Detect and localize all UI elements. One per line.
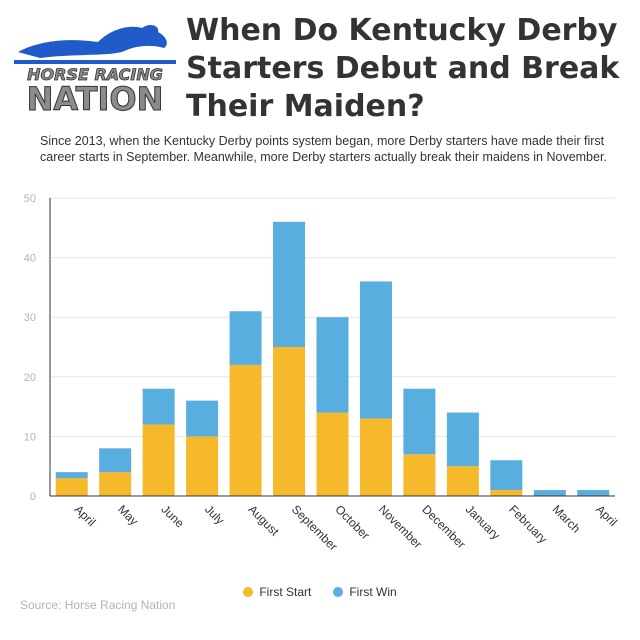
x-tick-label: July [202,502,227,527]
legend-item-first-start[interactable]: First Start [243,585,311,599]
y-tick-label: 0 [30,491,36,503]
bar-first-win[interactable] [99,448,132,473]
bar-first-start[interactable] [99,472,132,496]
legend-item-first-win[interactable]: First Win [333,585,397,599]
bar-first-win[interactable] [186,400,219,437]
horse-racing-nation-logo: HORSE RACING NATION [14,25,176,118]
bar-first-win[interactable] [142,388,175,425]
horse-silhouette-icon [18,25,167,58]
bar-first-start[interactable] [403,454,436,496]
bar-first-start[interactable] [446,466,479,496]
bar-first-win[interactable] [55,472,88,479]
x-tick-label: September [289,502,340,553]
bar-first-start[interactable] [316,412,349,496]
legend-label-first-win: First Win [349,585,397,599]
y-tick-label: 20 [24,372,36,384]
bar-first-start[interactable] [186,436,219,496]
logo-text-line2: NATION [27,80,164,118]
bar-first-win[interactable] [533,490,566,496]
x-tick-label: April [72,502,99,529]
legend-label-first-start: First Start [259,585,312,599]
x-tick-label: June [159,502,188,531]
chart-subtitle: Since 2013, when the Kentucky Derby poin… [40,134,607,164]
bar-first-start[interactable] [55,478,88,496]
bar-first-win[interactable] [229,311,262,365]
bar-first-start[interactable] [229,364,262,496]
bar-first-win[interactable] [446,412,479,467]
x-tick-label: April [593,502,620,529]
bar-first-win[interactable] [490,460,523,491]
x-tick-label: January [463,502,503,542]
legend: First Start First Win [0,585,640,599]
x-tick-label: August [245,502,282,539]
bars [55,221,610,496]
legend-swatch-first-start [243,587,254,597]
x-tick-label: October [332,502,372,542]
x-tick-label: December [419,502,468,551]
x-tick-label: March [550,502,583,535]
x-tick-label: February [506,502,550,546]
bar-first-win[interactable] [359,281,392,419]
bar-first-win[interactable] [577,490,610,496]
x-tick-label: November [376,502,425,551]
bar-first-win[interactable] [273,221,306,347]
y-tick-label: 10 [24,431,36,443]
legend-swatch-first-win [333,587,344,597]
y-tick-label: 40 [24,253,36,265]
bar-first-win[interactable] [403,388,436,455]
bar-first-start[interactable] [142,424,175,496]
bar-first-start[interactable] [273,347,306,496]
logo-text-line1: HORSE RACING [27,65,163,84]
bar-first-win[interactable] [316,317,349,413]
y-tick-label: 50 [24,193,36,205]
x-tick-label: May [115,502,141,528]
y-tick-label: 30 [24,312,36,324]
bar-first-start[interactable] [359,418,392,496]
chart-title: When Do Kentucky Derby Starters Debut an… [186,13,620,124]
y-axis: 0 10 20 30 40 50 [24,193,51,503]
bar-first-start[interactable] [490,490,523,496]
source-note: Source: Horse Racing Nation [20,598,176,612]
